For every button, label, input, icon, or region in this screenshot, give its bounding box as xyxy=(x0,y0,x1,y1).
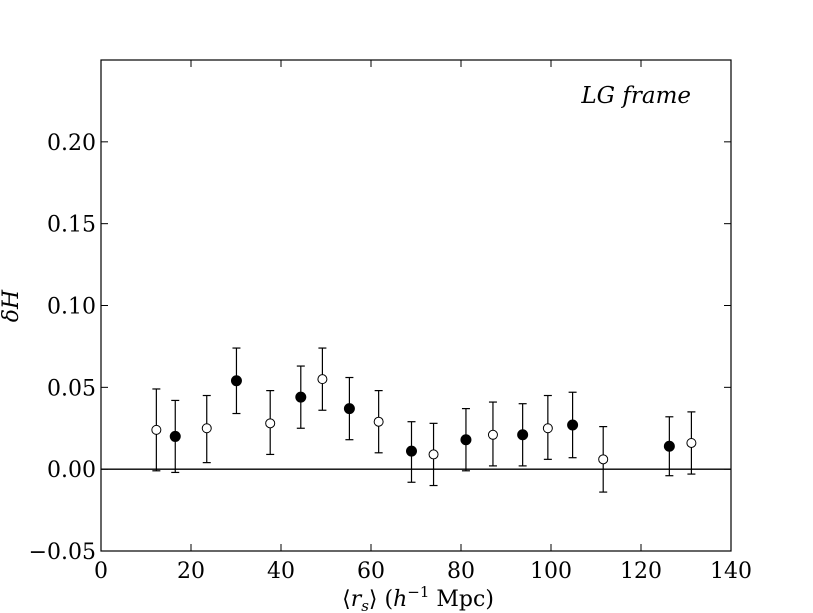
data-point-filled xyxy=(517,429,529,441)
x-tick-label: 140 xyxy=(710,559,752,584)
data-point-filled xyxy=(343,403,355,415)
plot-area: 0 20 40 60 80 100 120 140 −0.05 0.00 0.05 0.10 0.15 0… xyxy=(29,59,752,584)
x-tick-label: 0 xyxy=(94,559,108,584)
y-tick-label: 0.05 xyxy=(47,376,96,401)
data-point-filled xyxy=(230,375,242,387)
x-tick-label: 20 xyxy=(177,559,205,584)
data-point-filled xyxy=(460,434,472,446)
y-axis-label: δH xyxy=(0,289,24,322)
data-point-open xyxy=(686,437,697,448)
data-point-filled xyxy=(567,419,579,431)
y-tick-label: 0.00 xyxy=(47,458,96,483)
y-tick-label: 0.10 xyxy=(47,295,96,320)
data-point-open xyxy=(151,424,162,435)
x-tick-label: 120 xyxy=(620,559,662,584)
data-point-open xyxy=(542,423,553,434)
data-point-open xyxy=(317,374,328,385)
data-point-filled xyxy=(295,391,307,403)
x-tick-label: 80 xyxy=(447,559,475,584)
data-point-filled xyxy=(169,430,181,442)
y-tick-label: 0.15 xyxy=(47,213,96,238)
y-tick-label: −0.05 xyxy=(29,540,96,565)
x-tick-label: 40 xyxy=(267,559,295,584)
data-point-filled xyxy=(406,445,417,457)
y-tick-label: 0.20 xyxy=(47,131,96,156)
data-point-open xyxy=(428,449,439,460)
x-axis-label: ⟨rs⟩ (h−1 Mpc) xyxy=(342,583,494,613)
x-tick-label: 100 xyxy=(530,559,572,584)
chart-annotation: LG frame xyxy=(580,83,691,109)
plot-frame xyxy=(100,59,732,552)
data-point-filled xyxy=(663,440,675,452)
data-point-open xyxy=(265,418,276,429)
data-point-open xyxy=(373,416,384,427)
data-point-open xyxy=(487,429,498,440)
data-point-open xyxy=(201,423,212,434)
x-tick-label: 60 xyxy=(357,559,385,584)
data-point-open xyxy=(598,454,609,465)
